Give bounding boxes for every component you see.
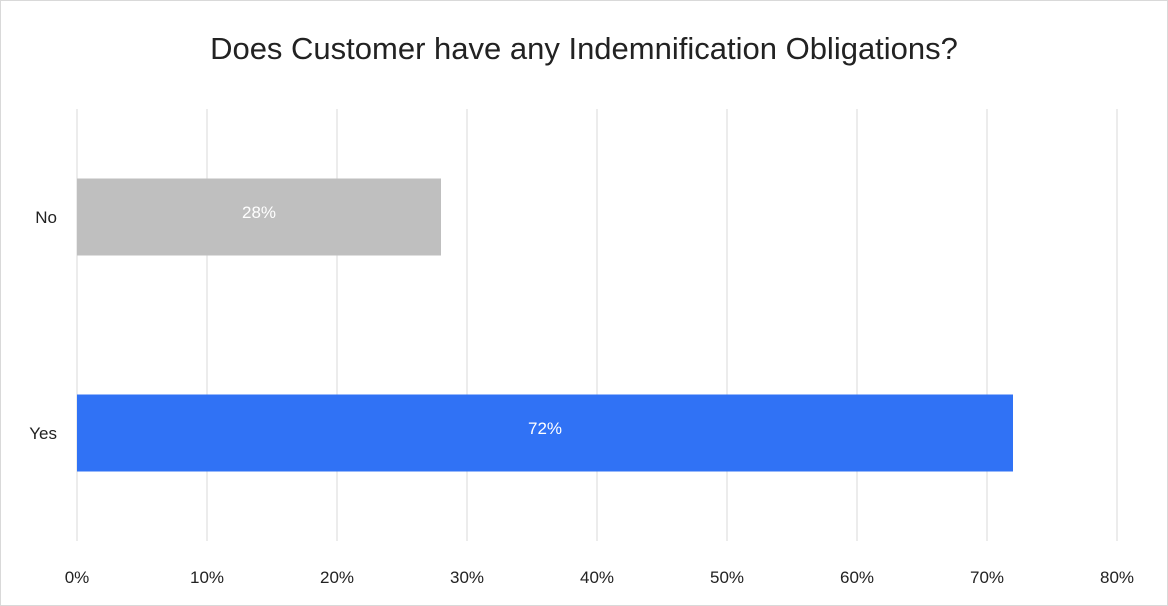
x-tick-label: 80% [1100, 568, 1134, 587]
bars [77, 178, 1013, 472]
x-tick-label: 10% [190, 568, 224, 587]
labels: 0% 10% 20% 30% 40% 50% 60% 70% 80% No 28% Yes 72% [29, 203, 1134, 587]
x-tick-label: 60% [840, 568, 874, 587]
x-tick-label: 0% [65, 568, 90, 587]
category-label-no: No [35, 208, 57, 227]
x-tick-label: 40% [580, 568, 614, 587]
x-tick-label: 50% [710, 568, 744, 587]
x-tick-label: 30% [450, 568, 484, 587]
category-label-yes: Yes [29, 424, 57, 443]
data-label-no: 28% [242, 203, 276, 222]
data-label-yes: 72% [528, 419, 562, 438]
x-tick-label: 70% [970, 568, 1004, 587]
bar-yes [77, 394, 1013, 472]
gridlines [76, 109, 1118, 541]
bar-no [77, 178, 441, 256]
chart-title: Does Customer have any Indemnification O… [210, 31, 958, 66]
x-tick-label: 20% [320, 568, 354, 587]
